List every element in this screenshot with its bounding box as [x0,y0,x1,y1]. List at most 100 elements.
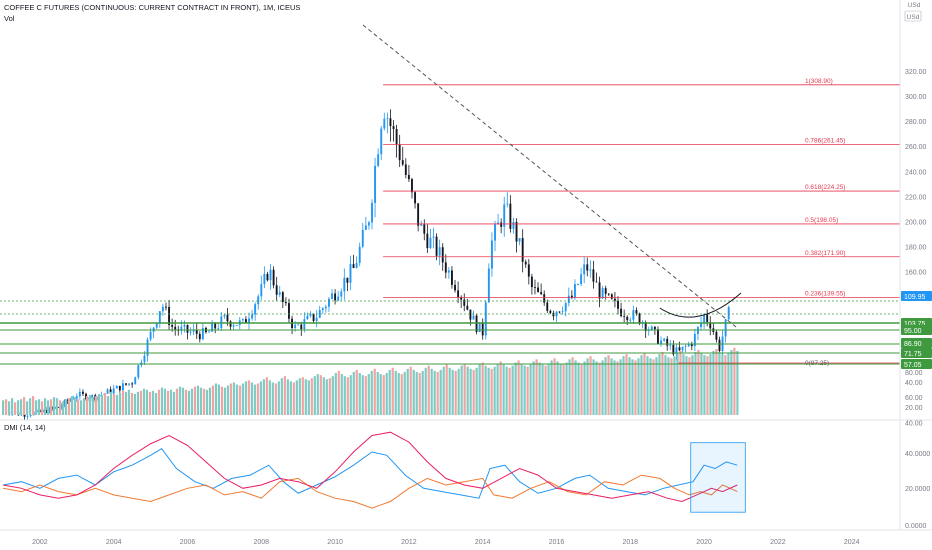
price-tick-label: 260.00 [905,144,927,151]
candle-body [297,324,300,326]
candle-body [392,126,395,130]
candle-body [201,327,204,340]
volume-bar [517,360,520,415]
price-tag-value: 71.75 [904,351,922,358]
candle-body [324,306,327,309]
volume-bar [280,378,283,415]
candle-body [574,284,576,298]
candle-body [592,269,595,282]
volume-bar [508,367,511,415]
candle-body [60,405,63,408]
price-tick-label: 240.00 [905,169,927,176]
volume-bar [400,374,403,415]
candle-body [610,294,613,299]
volume-bar [208,387,212,415]
candle-body [284,302,287,304]
price-tick-label: 40.00 [905,420,923,427]
dmi-minus-line [2,474,738,509]
price-tag-value: 109.95 [904,294,926,301]
volume-bar [511,365,514,415]
volume-bar [607,355,610,415]
volume-bar [721,354,724,415]
volume-bar [628,357,631,415]
volume-bar [703,355,706,415]
price-tick-label: 80.00 [905,370,923,377]
volume-bar [289,381,292,415]
candle-body [128,383,131,385]
price-tag-box [901,338,932,348]
candle-body [687,343,690,347]
candle-body [558,311,561,313]
volume-bar [673,356,676,415]
candle-body [386,118,389,120]
volume-bar [631,359,634,415]
volume-bar [709,354,712,415]
price-tick-label: 180.00 [905,245,927,252]
volume-bar [190,388,194,415]
candle-body [208,331,210,333]
volume-bar [253,384,256,415]
volume-bar [613,360,616,415]
price-tick-label: 300.00 [905,94,927,101]
volume-bar [184,389,188,415]
volume-bar [25,401,29,415]
volume-bar [460,365,463,415]
volume-bar [73,397,77,415]
candle-body [693,333,696,347]
candle-body [214,323,217,329]
volume-bar [16,400,20,415]
volume-bar [541,364,544,415]
time-tick-label: 2010 [327,539,343,546]
candle-body [23,414,26,417]
volume-bar [88,395,92,415]
adx-line [2,431,738,503]
candle-body [586,264,589,271]
volume-bar [691,355,694,415]
candle-body [115,385,118,389]
volume-bar [700,353,703,415]
volume-bar [640,355,643,415]
volume-bar [526,366,529,415]
volume-bar [601,360,604,415]
volume-bar [127,389,131,415]
time-tick-label: 2024 [844,539,860,546]
candle-body [78,391,81,397]
volume-bar [13,402,17,415]
volume-bar [727,353,730,415]
candle-body [518,238,521,242]
volume-bar [736,350,739,415]
fib-label: 0.5(198.05) [805,217,838,224]
candle-body [663,338,666,341]
candle-body [512,221,515,229]
volume-bar [10,398,14,415]
candle-body [340,291,343,297]
volume-bar [595,361,598,415]
volume-bar [304,379,307,415]
price-tick-label: 280.00 [905,119,927,126]
candle-body [503,204,506,227]
candle-body [494,224,496,241]
candle-body [371,202,373,223]
volume-bar [412,369,415,415]
volume-bar [91,397,95,415]
volume-bar [328,378,331,415]
time-tick-label: 2004 [106,539,122,546]
volume-bar [568,359,571,415]
volume-bar [109,391,113,415]
candle-body [429,237,432,249]
candle-body [358,246,361,263]
candle-body [715,331,718,340]
price-tag-value: 103.75 [904,321,926,328]
candle-body [444,262,447,273]
candle-body [146,339,149,356]
volume-bar [388,369,391,415]
volume-bar [226,385,229,415]
chart-title: COFFEE C FUTURES (CONTINUOUS: CURRENT CO… [4,3,301,12]
volume-bar [679,350,682,415]
volume-bar [325,379,328,415]
candle-body [251,314,254,319]
candle-body [629,319,632,321]
volume-bar [457,368,460,415]
volume-bar [337,370,340,415]
